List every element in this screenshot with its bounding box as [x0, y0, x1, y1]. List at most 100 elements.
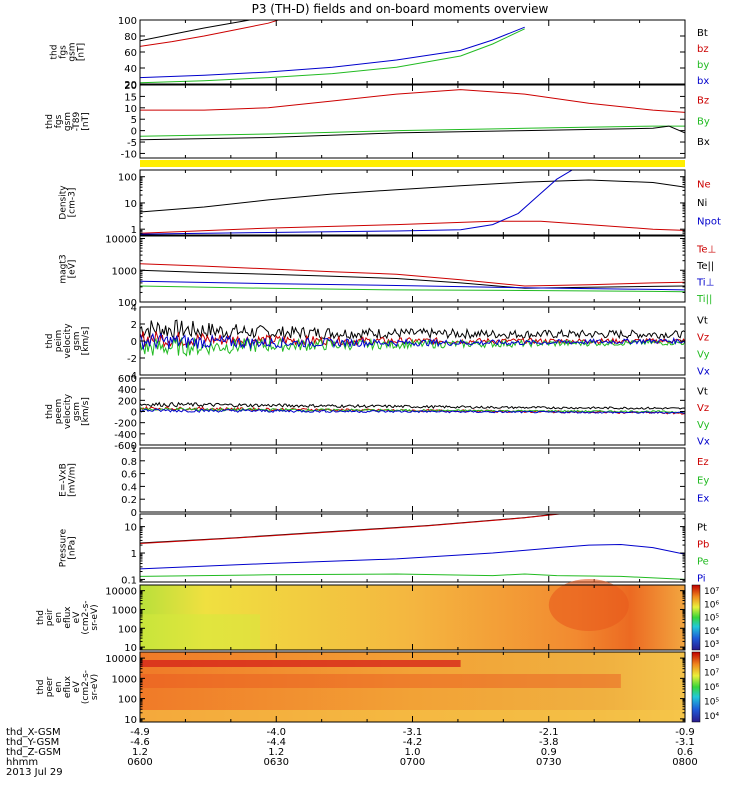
legend-label: Npot: [697, 216, 721, 227]
y-axis-label: thd: [45, 334, 55, 349]
series-pi-line: [140, 543, 685, 570]
legend-label: Vy: [697, 420, 710, 431]
y-axis-label: magt3: [59, 254, 69, 283]
legend-label: Ey: [697, 475, 709, 486]
colorbar-tick-label: 10⁵: [704, 698, 719, 708]
coordinate-value: 0700: [400, 757, 425, 768]
coordinate-value: 0630: [264, 757, 289, 768]
coordinate-row-label: hhmm: [6, 757, 38, 768]
y-axis-label: gsm: [72, 331, 82, 350]
series-vt-line: [140, 401, 685, 410]
series-bz-line: [140, 20, 281, 47]
y-axis-label: [eV]: [68, 260, 78, 279]
y-axis-label: [cm-3]: [68, 188, 78, 218]
legend-label: bx: [697, 76, 709, 87]
colorbar-tick-label: 10⁴: [704, 627, 719, 637]
y-tick-label: 0: [131, 408, 137, 419]
y-tick-label: 10: [124, 643, 137, 654]
series-pb-line: [140, 514, 564, 544]
coordinate-value: 1.2: [132, 747, 148, 758]
coordinate-value: -3.1: [675, 737, 695, 748]
legend-label: Ti||: [696, 294, 712, 305]
y-axis-label: peer: [45, 676, 55, 697]
series-vx-line: [140, 408, 685, 414]
y-axis-label: (cm2-s-: [81, 600, 91, 634]
legend-label: Vz: [697, 333, 709, 344]
y-axis-label: thd: [45, 114, 55, 129]
y-tick-label: 2: [131, 320, 137, 331]
y-axis-label: -T89: [72, 112, 82, 132]
y-tick-label: -200: [114, 419, 137, 430]
legend-label: Bz: [697, 95, 709, 106]
y-tick-label: 100: [118, 624, 137, 635]
y-tick-label: 60: [124, 48, 137, 59]
y-tick-label: -4: [127, 371, 137, 382]
coordinate-value: -4.9: [130, 727, 150, 738]
series-vt-line: [140, 319, 685, 341]
y-tick-label: 100: [118, 16, 137, 27]
colorbar-tick-label: 10⁴: [704, 712, 719, 722]
legend-label: Pb: [697, 540, 709, 551]
coordinate-value: -4.6: [130, 737, 150, 748]
legend-label: Vy: [697, 350, 710, 361]
legend-label: Bt: [697, 28, 708, 39]
coordinate-value: 0.6: [677, 747, 693, 758]
colorbar-tick-label: 10⁸: [704, 654, 719, 664]
y-axis-label: velocity: [63, 393, 73, 429]
y-tick-label: 0.6: [121, 470, 137, 481]
y-tick-label: -400: [114, 430, 137, 441]
coordinate-value: -4.4: [266, 737, 286, 748]
panel-frame: [139, 447, 686, 513]
coordinate-value: 1.2: [268, 747, 284, 758]
y-tick-label: 0.2: [121, 495, 137, 506]
coordinate-value: 0600: [127, 757, 152, 768]
colorbar-tick-label: 10⁵: [704, 614, 719, 624]
y-tick-label: 1000: [112, 605, 137, 616]
legend-label: By: [697, 116, 710, 127]
spectrogram-high-flux-patch: [548, 579, 629, 631]
series-by-line: [140, 28, 525, 84]
y-axis-label: sr-eV): [90, 674, 100, 700]
y-tick-label: 1: [131, 444, 137, 455]
series-ni-line: [140, 179, 685, 213]
y-tick-label: 100: [118, 695, 137, 706]
series-bx-line: [140, 26, 525, 79]
coordinate-value: -4.2: [403, 737, 423, 748]
panel-5: Vt Vz Vy Vx -4 -2 0 2 4 thd peim velocity gsm [km/s]: [45, 303, 710, 382]
y-axis-label: gsm: [72, 402, 82, 421]
series-vx-line: [140, 332, 685, 350]
y-tick-label: 0: [131, 508, 137, 519]
legend-label: by: [697, 60, 709, 71]
legend-label: Te||: [696, 261, 714, 272]
legend-label: Pe: [697, 557, 709, 568]
colorbar-tick-label: 10³: [704, 640, 719, 650]
y-tick-label: 80: [124, 32, 137, 43]
y-tick-label: 4: [131, 303, 137, 314]
coordinate-value: -4.0: [266, 727, 286, 738]
coordinate-value: -3.1: [403, 727, 423, 738]
series-te||-line: [140, 269, 685, 289]
y-tick-label: 100: [118, 173, 137, 184]
colorbar: [691, 584, 701, 651]
legend-label: Bx: [697, 137, 710, 148]
series-ti⊥-line: [140, 280, 685, 291]
legend-label: bz: [697, 44, 709, 55]
y-tick-label: 20: [124, 81, 137, 92]
y-axis-label: peir: [45, 608, 55, 626]
colorbar-tick-label: 10⁶: [704, 683, 719, 693]
y-axis-label: (cm2-s-: [81, 670, 91, 704]
legend-label: Vx: [697, 367, 710, 378]
series-ti||-line: [140, 285, 685, 293]
legend-label: Ne: [697, 179, 711, 190]
y-tick-label: 0.4: [121, 482, 137, 493]
y-tick-label: 10: [124, 715, 137, 726]
series-bx-line: [140, 125, 685, 141]
coordinate-value: 0.9: [541, 747, 557, 758]
y-axis-label: gsm: [63, 112, 73, 131]
y-tick-label: 0: [131, 337, 137, 348]
y-tick-label: 10000: [105, 654, 137, 665]
coordinate-value: 0800: [672, 757, 697, 768]
series-pt-line: [140, 514, 562, 544]
y-axis-label: peim: [54, 330, 64, 353]
